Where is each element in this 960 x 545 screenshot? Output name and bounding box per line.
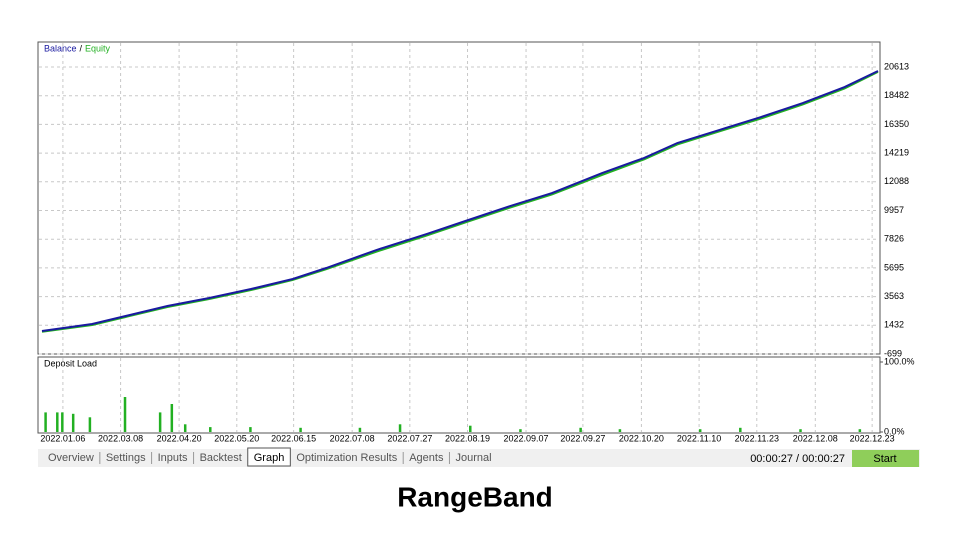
series-line (41, 70, 879, 332)
bar (579, 427, 582, 432)
main-chart-frame (37, 41, 881, 355)
x-tick-label: 2022.05.20 (214, 433, 259, 443)
y-tick-label: 7826 (884, 234, 904, 244)
y-tick-label: 9957 (884, 205, 904, 215)
y-tick-label: 0.0% (884, 426, 905, 436)
caption: RangeBand (397, 481, 553, 512)
bar (618, 429, 622, 432)
legend-entry: Balance (44, 43, 77, 53)
bar (183, 424, 187, 432)
y-tick-label: 100.0% (884, 356, 915, 366)
tab-label[interactable]: Inputs (158, 452, 188, 464)
bar (299, 427, 302, 432)
x-tick-label: 2022.12.08 (793, 433, 838, 443)
tab-label[interactable]: Backtest (200, 452, 242, 464)
bar (88, 417, 92, 432)
y-tick-label: -699 (884, 348, 902, 358)
x-tick-label: 2022.09.27 (560, 433, 605, 443)
x-tick-label: 2022.11.10 (677, 433, 721, 443)
bar (44, 412, 47, 432)
y-tick-label: 1432 (884, 320, 904, 330)
tab-label[interactable]: Journal (455, 452, 491, 464)
bar (61, 412, 64, 432)
bar (123, 397, 127, 432)
y-tick-label: 12088 (884, 176, 909, 186)
bar (519, 429, 522, 432)
y-tick-label: 3563 (884, 291, 904, 301)
bar (398, 424, 402, 432)
bar (170, 404, 174, 432)
bar (249, 427, 252, 432)
tab-label[interactable]: Settings (106, 452, 146, 464)
x-tick-label: 2022.04.20 (157, 433, 202, 443)
tab-label[interactable]: Optimization Results (296, 452, 397, 464)
start-button[interactable] (852, 450, 919, 467)
x-tick-label: 2022.06.15 (271, 433, 316, 443)
bar (698, 429, 702, 432)
bar (799, 429, 802, 432)
start-label[interactable]: Start (873, 453, 896, 465)
bar (469, 425, 472, 432)
deposit-title: Deposit Load (44, 358, 97, 368)
legend-separator: / (80, 43, 83, 53)
y-tick-label: 18482 (884, 90, 909, 100)
bar (71, 413, 75, 432)
bar (358, 427, 362, 432)
bar (56, 412, 59, 432)
legend-entry: Equity (85, 43, 111, 53)
active-tab[interactable] (247, 447, 291, 467)
bar (158, 412, 162, 432)
tab-label[interactable]: Overview (48, 452, 94, 464)
x-tick-label: 2022.07.08 (330, 433, 375, 443)
tab-label[interactable]: Agents (409, 452, 444, 464)
bar (209, 427, 212, 432)
x-tick-label: 2022.08.19 (445, 433, 490, 443)
x-tick-label: 2022.03.08 (98, 433, 143, 443)
y-tick-label: 16350 (884, 119, 909, 129)
series-line (41, 70, 879, 333)
x-tick-label: 2022.01.06 (40, 433, 85, 443)
deposit-chart-frame (37, 356, 881, 434)
x-tick-label: 2022.11.23 (735, 433, 779, 443)
y-tick-label: 20613 (884, 61, 909, 71)
y-tick-label: 14219 (884, 147, 909, 157)
x-tick-label: 2022.12.23 (850, 433, 895, 443)
bar (858, 429, 862, 432)
tab-label[interactable]: Graph (254, 452, 285, 464)
y-tick-label: 5695 (884, 262, 904, 272)
x-tick-label: 2022.09.07 (504, 433, 549, 443)
bar (739, 427, 742, 432)
timer: 00:00:27 / 00:00:27 (750, 453, 845, 465)
x-tick-label: 2022.10.20 (619, 433, 664, 443)
x-tick-label: 2022.07.27 (387, 433, 432, 443)
